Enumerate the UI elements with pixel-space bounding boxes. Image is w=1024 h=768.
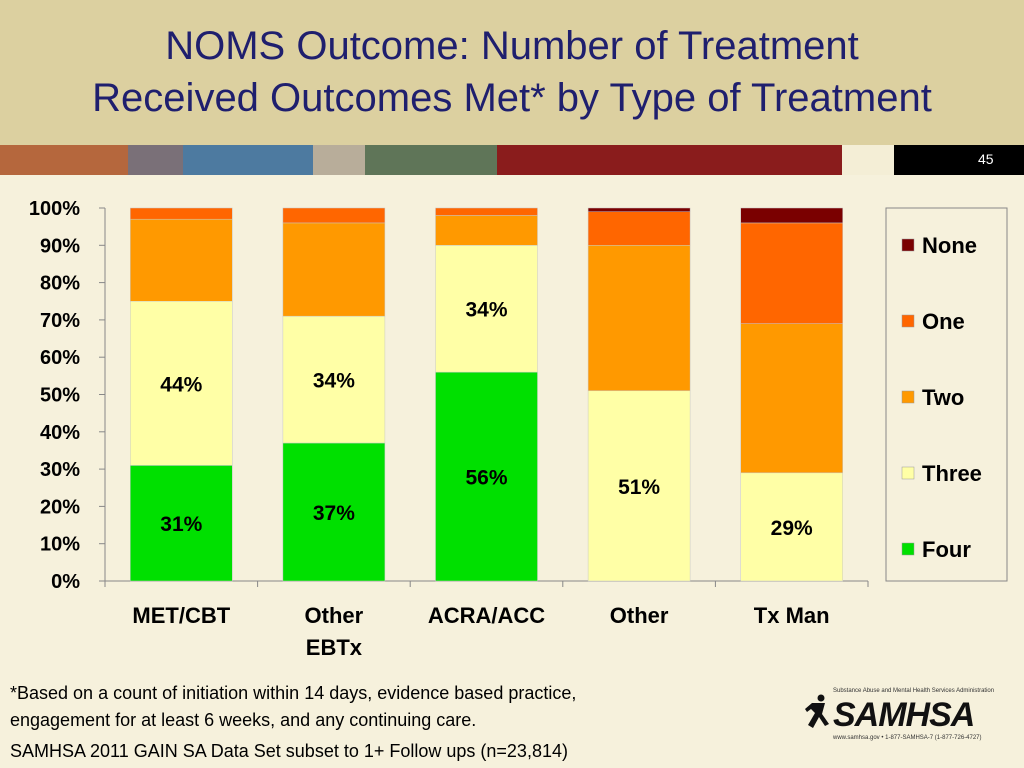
data-label: 37% [313, 502, 355, 525]
y-tick-label: 20% [40, 496, 80, 518]
data-source-note: SAMHSA 2011 GAIN SA Data Set subset to 1… [10, 741, 568, 761]
color-bar-segment [365, 145, 497, 175]
title-band [0, 0, 1024, 145]
bar-segment-none [740, 207, 843, 224]
legend-swatch [901, 542, 915, 556]
y-tick-label: 100% [29, 198, 80, 220]
logo-tagline: Substance Abuse and Mental Health Servic… [833, 688, 995, 694]
legend-label: Four [922, 537, 971, 562]
samhsa-logo: Substance Abuse and Mental Health Servic… [805, 688, 994, 748]
bar-segment-two [740, 323, 843, 474]
bar-segment-four [130, 465, 233, 582]
y-tick-label: 30% [40, 459, 80, 481]
bar-segment-one [282, 207, 386, 224]
color-bar-segment [183, 145, 313, 175]
bar-segment-four [435, 371, 538, 582]
legend-label: Three [922, 461, 982, 486]
logo-contact: www.samhsa.gov • 1-877-SAMHSA-7 (1-877-7… [833, 735, 982, 741]
data-label: 51% [618, 476, 660, 499]
bar-segment-one [130, 207, 233, 220]
bar-segment-two [435, 215, 538, 246]
data-label: 29% [771, 517, 813, 540]
data-label: 44% [160, 373, 202, 396]
y-tick-label: 50% [40, 385, 80, 407]
bar-segment-one [435, 207, 538, 216]
x-category-label: Other [610, 603, 669, 628]
bar-segment-three [740, 472, 843, 582]
bar-segment-three [587, 390, 691, 582]
bar-segment-none [587, 207, 691, 212]
slide-title: NOMS Outcome: Number of Treatment Receiv… [92, 24, 932, 120]
legend-swatch [901, 314, 915, 328]
bar-segment-one [587, 211, 691, 246]
legend-swatch [901, 238, 915, 252]
color-bar-segment [128, 145, 183, 175]
color-bar-segment [894, 145, 1024, 175]
y-tick-label: 10% [40, 534, 80, 556]
bar-segment-two [587, 245, 691, 392]
color-bar-segment [0, 145, 128, 175]
bar-segment-two [282, 222, 386, 317]
slide-number: 45 [978, 151, 994, 167]
legend-label: Two [922, 385, 964, 410]
data-label: 56% [465, 467, 507, 490]
y-tick-label: 90% [40, 235, 80, 257]
y-tick-label: 80% [40, 273, 80, 295]
data-label: 31% [160, 513, 202, 536]
data-label: 34% [465, 299, 507, 322]
x-category-label: MET/CBT [132, 603, 230, 628]
x-category-label: Tx Man [754, 603, 830, 628]
data-label: 34% [313, 370, 355, 393]
legend-label: None [922, 233, 977, 258]
x-category-label: EBTx [306, 635, 363, 660]
logo-wordmark: SAMHSA [833, 696, 975, 734]
legend-swatch [901, 466, 915, 480]
bar-segment-two [130, 218, 233, 302]
x-category-label: ACRA/ACC [428, 603, 545, 628]
x-category-label: Other [305, 603, 364, 628]
bar-segment-four [282, 442, 386, 582]
y-tick-label: 40% [40, 422, 80, 444]
legend-swatch [901, 390, 915, 404]
footnote: *Based on a count of initiation within 1… [10, 683, 577, 730]
decorative-color-bar [0, 145, 1024, 175]
y-tick-label: 0% [51, 571, 80, 593]
color-bar-segment [497, 145, 842, 175]
legend-label: One [922, 309, 965, 334]
color-bar-segment [842, 145, 894, 175]
bar-segment-three [130, 301, 233, 466]
bar-segment-three [435, 245, 538, 373]
bar-segment-one [740, 222, 843, 324]
running-figure-icon [805, 694, 829, 728]
legend-box [885, 207, 1008, 582]
y-tick-label: 60% [40, 347, 80, 369]
color-bar-segment [313, 145, 365, 175]
y-tick-label: 70% [40, 310, 80, 332]
stacked-bar-chart: 0% 10% 20% 30% 40% 50% 60% 70% 80% 90% 100% MET/CBT… [29, 198, 1008, 660]
